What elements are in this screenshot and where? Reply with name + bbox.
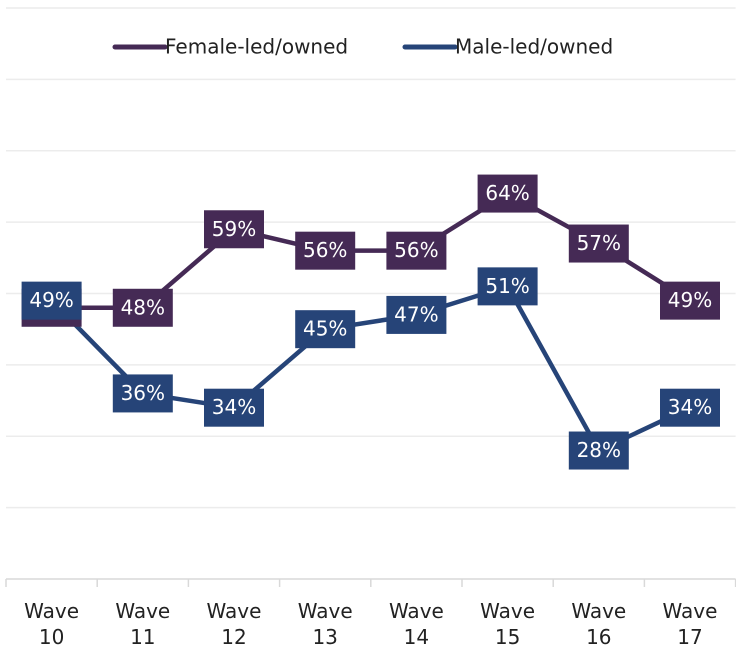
legend-label: Female-led/owned: [165, 35, 348, 59]
data-label: 34%: [212, 395, 256, 419]
x-tick-label: Wave 12: [206, 599, 262, 649]
data-label-box: [386, 231, 447, 270]
data-label: 57%: [577, 231, 621, 255]
data-label: 47%: [394, 302, 438, 326]
data-label: 34%: [668, 395, 712, 419]
data-label: 49%: [29, 288, 73, 312]
legend-label: Male-led/owned: [455, 35, 613, 59]
data-label-box: [477, 174, 538, 213]
data-label-box: [660, 388, 720, 427]
data-label-box: [568, 224, 629, 263]
x-tick-label: Wave 16: [571, 599, 627, 649]
data-label: 48%: [121, 295, 165, 319]
data-label: 56%: [303, 238, 347, 262]
data-label: 51%: [485, 274, 529, 298]
x-tick-label: Wave 13: [297, 599, 353, 649]
x-tick-label: Wave 11: [115, 599, 171, 649]
data-label: 59%: [212, 217, 256, 241]
x-tick-label: Wave 15: [480, 599, 536, 649]
data-label: 28%: [577, 438, 621, 462]
x-tick-label: Wave 14: [388, 599, 444, 649]
data-label-box: [295, 231, 356, 270]
data-label-box: [477, 267, 538, 306]
data-label-box: [112, 374, 173, 413]
data-label-box: [386, 295, 447, 334]
data-label-box: [568, 431, 629, 470]
data-label-box: [204, 388, 264, 427]
data-label: 56%: [394, 238, 438, 262]
data-label-box: [295, 310, 356, 349]
data-label-box: [21, 281, 82, 320]
x-tick-label: Wave 17: [662, 599, 718, 649]
data-label: 45%: [303, 317, 347, 341]
data-label: 36%: [121, 381, 165, 405]
data-label: 64%: [485, 181, 529, 205]
data-label-box: [204, 210, 264, 249]
data-label: 49%: [668, 288, 712, 312]
data-label-box: [112, 288, 173, 327]
x-tick-label: Wave 10: [24, 599, 80, 649]
data-label-box: [660, 281, 720, 320]
